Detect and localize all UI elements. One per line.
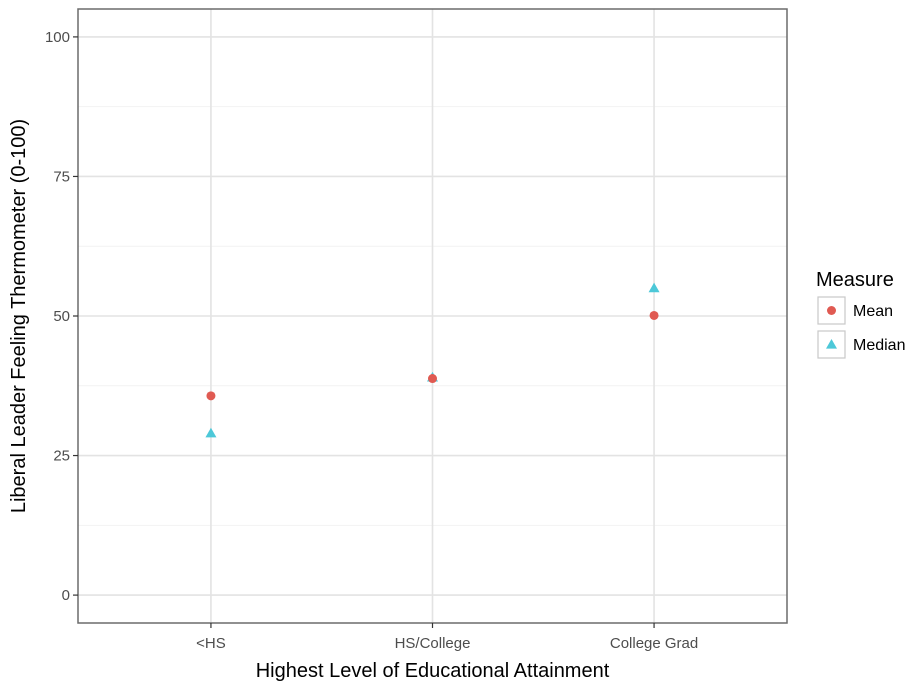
x-axis-title: Highest Level of Educational Attainment [256,660,610,682]
y-tick-label: 100 [45,29,70,46]
legend-label-median: Median [853,337,905,354]
point-mean [649,310,659,320]
point-mean [428,374,437,384]
point-mean [206,391,216,401]
data-points [205,282,660,438]
legend-label-mean: Mean [853,303,893,320]
grid-major [78,9,787,623]
y-tick-label: 0 [62,587,70,604]
y-tick-label: 50 [53,308,70,325]
x-tick-label: College Grad [610,635,698,652]
x-tick-label: <HS [196,635,226,652]
x-tick-label: HS/College [395,635,471,652]
legend-items: Mean Median [817,296,905,359]
y-axis-title: Liberal Leader Feeling Thermometer (0-10… [8,119,30,513]
y-tick-label: 25 [53,448,70,465]
point-median [205,427,217,438]
legend-marker-median [826,339,837,349]
legend-title: Measure [816,269,894,291]
tick-labels: 0 25 50 75 100 <HS HS/College College Grad [45,29,698,652]
point-median [648,282,660,293]
axis-ticks [73,36,655,628]
legend: Measure Mean Median [816,269,905,359]
legend-marker-mean [827,306,836,315]
y-tick-label: 75 [53,168,70,185]
